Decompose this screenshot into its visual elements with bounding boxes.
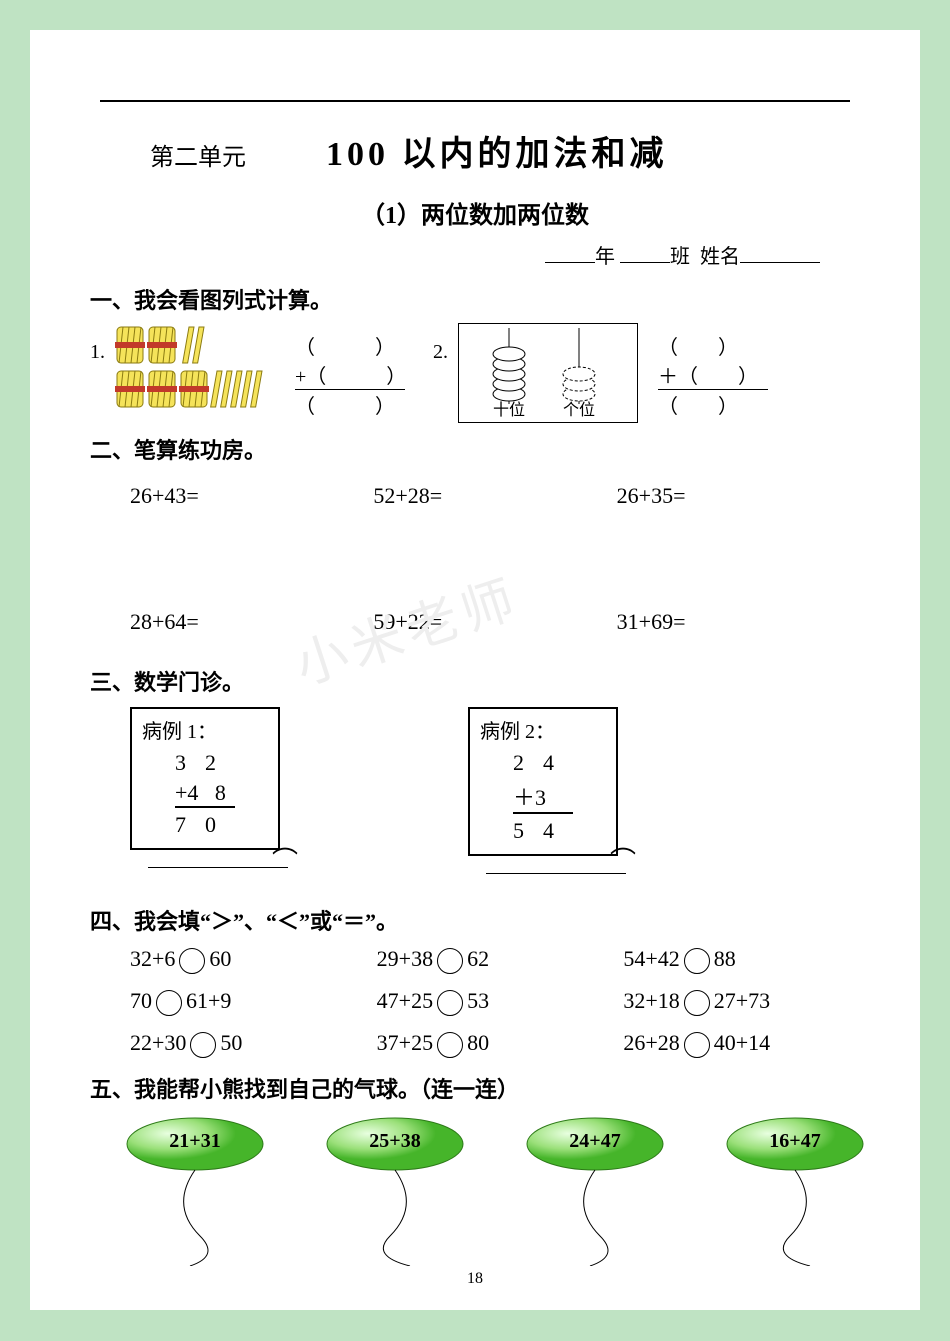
- compare-item[interactable]: 32+1827+73: [623, 988, 860, 1016]
- case2-d: 5: [513, 818, 543, 844]
- case1-d: 7: [175, 812, 205, 838]
- case2-d: 4: [543, 750, 573, 776]
- q1-blank-mid[interactable]: +（ ）: [295, 366, 406, 388]
- q1-blank-bot[interactable]: （ ）: [295, 390, 405, 419]
- balloons-row: 21+31 25+38 24+47 16+47: [90, 1116, 860, 1266]
- case1-answer-blank[interactable]: [148, 867, 288, 868]
- abacus-tens-label: 十位: [493, 396, 525, 420]
- page-number: 18: [90, 1270, 860, 1288]
- year-blank[interactable]: [545, 241, 595, 263]
- problem[interactable]: 28+64=: [130, 609, 373, 635]
- balloon-label: 24+47: [510, 1130, 680, 1153]
- counting-sticks-icon: [115, 323, 285, 413]
- case-2: 病例 2： 24 ＋3 54 ⌒: [468, 707, 626, 874]
- section3-title: 三、数学门诊。: [90, 665, 860, 697]
- section4-title: 四、我会填“＞”、“＜”或“＝”。: [90, 904, 860, 936]
- year-label: 年: [595, 246, 615, 268]
- case1-d: 0: [205, 812, 235, 838]
- q2-blank-mid[interactable]: ＋（ ）: [658, 366, 758, 388]
- q2-blank-bot[interactable]: （ ）: [658, 390, 768, 419]
- name-label: 姓名: [700, 246, 740, 268]
- balloon[interactable]: 25+38: [310, 1116, 480, 1266]
- sub-title: （1）两位数加两位数: [90, 195, 860, 230]
- case2-title: 病例 2：: [480, 715, 606, 744]
- q1-blank-top[interactable]: （ ）: [295, 331, 405, 360]
- top-divider: [100, 100, 850, 102]
- page-curl-icon: ⌒: [610, 841, 636, 878]
- compare-item[interactable]: 22+3050: [130, 1030, 367, 1058]
- q1-equation-blanks: （ ） +（ ） （ ）: [295, 331, 405, 419]
- case1-d: 2: [205, 750, 235, 776]
- balloon[interactable]: 24+47: [510, 1116, 680, 1266]
- compare-item[interactable]: 32+660: [130, 946, 367, 974]
- problem[interactable]: 26+43=: [130, 483, 373, 509]
- problem[interactable]: 26+35=: [617, 483, 860, 509]
- name-blank[interactable]: [740, 241, 820, 263]
- balloon-label: 25+38: [310, 1130, 480, 1153]
- section2-title: 二、笔算练功房。: [90, 433, 860, 465]
- case2-d: 2: [513, 750, 543, 776]
- compare-item[interactable]: 29+3862: [377, 946, 614, 974]
- section2-grid: 26+43= 52+28= 26+35= 28+64= 59+22= 31+69…: [90, 483, 860, 635]
- problem[interactable]: 59+22=: [373, 609, 616, 635]
- compare-item[interactable]: 54+4288: [623, 946, 860, 974]
- case1-d: 8: [215, 780, 226, 805]
- worksheet-page: 第二单元 100 以内的加法和减 （1）两位数加两位数 年 班 姓名 一、我会看…: [30, 30, 920, 1310]
- case-1: 病例 1： 32 +4 8 70 ⌒: [130, 707, 288, 874]
- compare-item[interactable]: 37+2580: [377, 1030, 614, 1058]
- heading-row: 第二单元 100 以内的加法和减: [90, 126, 860, 175]
- q2-blank-top[interactable]: （ ）: [658, 331, 768, 360]
- case2-d: 4: [543, 818, 573, 844]
- balloon[interactable]: 21+31: [110, 1116, 280, 1266]
- compare-item[interactable]: 7061+9: [130, 988, 367, 1016]
- balloon[interactable]: 16+47: [710, 1116, 880, 1266]
- q1-label: 1.: [90, 341, 105, 364]
- case2-answer-blank[interactable]: [486, 873, 626, 874]
- student-info-line: 年 班 姓名: [90, 240, 860, 269]
- problem[interactable]: 52+28=: [373, 483, 616, 509]
- section3-cases: 病例 1： 32 +4 8 70 ⌒ 病例 2： 24 ＋3 54 ⌒: [90, 707, 860, 874]
- main-title: 100 以内的加法和减: [326, 126, 668, 175]
- case1-d: 3: [175, 750, 205, 776]
- section1-body: 1.: [90, 323, 860, 423]
- unit-label: 第二单元: [150, 137, 246, 172]
- section5-title: 五、我能帮小熊找到自己的气球。（连一连）: [90, 1072, 860, 1104]
- case1-op: +4: [175, 780, 198, 805]
- page-curl-icon: ⌒: [272, 841, 298, 878]
- abacus-ones-label: 个位: [563, 396, 595, 420]
- q2-equation-blanks: （ ） ＋（ ） （ ）: [658, 331, 768, 419]
- balloon-label: 21+31: [110, 1130, 280, 1153]
- case2-op: ＋3: [513, 780, 573, 814]
- section4-grid: 32+660 29+3862 54+4288 7061+9 47+2553 32…: [90, 946, 860, 1058]
- class-label: 班: [670, 246, 690, 268]
- case1-title: 病例 1：: [142, 715, 268, 744]
- balloon-label: 16+47: [710, 1130, 880, 1153]
- section1-title: 一、我会看图列式计算。: [90, 283, 860, 315]
- abacus-icon: 十位 个位: [458, 323, 638, 423]
- compare-item[interactable]: 47+2553: [377, 988, 614, 1016]
- q2-label: 2.: [433, 341, 448, 364]
- class-blank[interactable]: [620, 241, 670, 263]
- problem[interactable]: 31+69=: [617, 609, 860, 635]
- compare-item[interactable]: 26+2840+14: [623, 1030, 860, 1058]
